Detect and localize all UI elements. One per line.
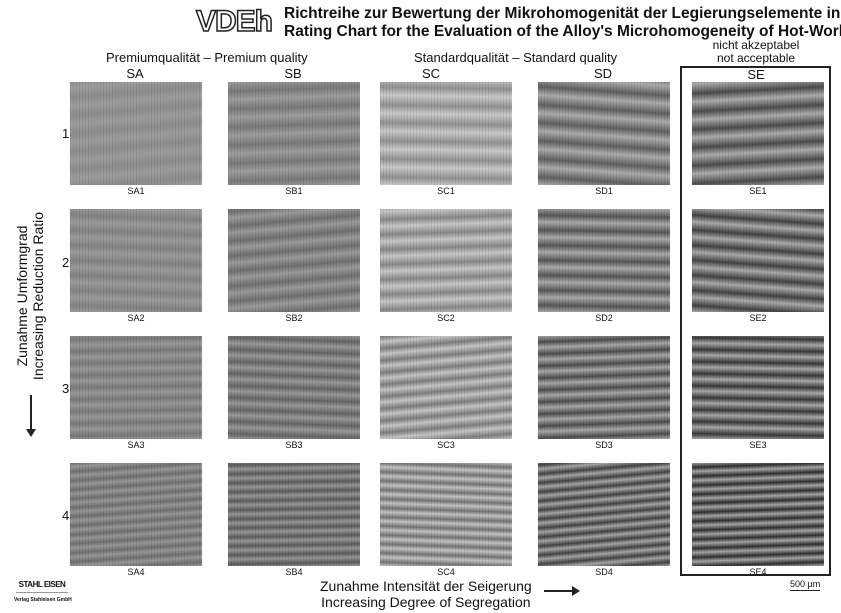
micrograph-sd1 (538, 82, 670, 185)
y-axis-label-de: Zunahme Umformgrad (14, 225, 30, 367)
micrograph-se1 (692, 82, 824, 185)
sample-label: SE4 (749, 567, 767, 577)
sample-label: SD4 (595, 567, 613, 577)
micrograph-se3 (692, 336, 824, 439)
column-label-sd: SD (593, 66, 613, 81)
micrograph-sb2 (228, 209, 360, 312)
micrograph-sd2 (538, 209, 670, 312)
sample-label: SB2 (285, 313, 303, 323)
column-label-sb: SB (284, 66, 302, 81)
micrograph-sb3 (228, 336, 360, 439)
publisher-logo: STAHL EISEN Verlag Stahleisen GmbH (14, 580, 72, 604)
publisher-name: Verlag Stahleisen GmbH (14, 597, 72, 603)
micrograph-sc2 (380, 209, 512, 312)
row-label-4: 4 (62, 508, 70, 523)
vdeh-logo: VDEh (195, 4, 274, 39)
sample-label: SD1 (595, 186, 613, 196)
stahleisen-logo: STAHL EISEN (18, 580, 66, 589)
group-standard: Standardqualität – Standard quality (414, 50, 618, 65)
sample-label: SC4 (437, 567, 455, 577)
sample-label: SC3 (437, 440, 455, 450)
down-arrow-icon (26, 395, 36, 437)
sample-label: SA2 (127, 313, 145, 323)
column-label-sc: SC (421, 66, 441, 81)
micrograph-sc4 (380, 463, 512, 566)
not-acceptable-en: not acceptable (716, 51, 796, 65)
x-axis-label-en: Increasing Degree of Segregation (321, 594, 531, 610)
micrograph-sa2 (70, 209, 202, 312)
micrograph-sa4 (70, 463, 202, 566)
x-axis-label-de: Zunahme Intensität der Seigerung (320, 578, 532, 594)
micrograph-sc1 (380, 82, 512, 185)
sample-label: SA3 (127, 440, 145, 450)
micrograph-sc3 (380, 336, 512, 439)
sample-label: SD3 (595, 440, 613, 450)
sample-label: SE2 (749, 313, 767, 323)
column-label-se: SE (747, 67, 765, 82)
y-axis-label-en: Increasing Reduction Ratio (30, 211, 46, 381)
micrograph-se4 (692, 463, 824, 566)
not-acceptable-de: nicht akzeptabel (712, 38, 800, 52)
micrograph-sb1 (228, 82, 360, 185)
sample-label: SA1 (127, 186, 145, 196)
group-not-acceptable: nicht akzeptabel not acceptable (700, 39, 812, 65)
micrograph-sb4 (228, 463, 360, 566)
column-label-sa: SA (126, 66, 144, 81)
x-axis-label: Zunahme Intensität der Seigerung Increas… (320, 578, 532, 610)
not-acceptable-frame (680, 66, 831, 576)
micrograph-sa3 (70, 336, 202, 439)
title-english: Rating Chart for the Evaluation of the A… (284, 23, 841, 40)
sample-label: SB1 (285, 186, 303, 196)
row-label-2: 2 (62, 255, 70, 270)
sample-label: SE1 (749, 186, 767, 196)
micrograph-sa1 (70, 82, 202, 185)
right-arrow-icon (544, 586, 580, 596)
sample-label: SE3 (749, 440, 767, 450)
sample-label: SC1 (437, 186, 455, 196)
micrograph-sd4 (538, 463, 670, 566)
group-premium: Premiumqualität – Premium quality (106, 50, 308, 65)
title-german: Richtreihe zur Bewertung der Mikrohomoge… (284, 5, 841, 22)
sample-label: SD2 (595, 313, 613, 323)
sample-label: SB4 (285, 567, 303, 577)
y-axis-label: Zunahme Umformgrad Increasing Reduction … (14, 196, 46, 396)
micrograph-se2 (692, 209, 824, 312)
row-label-3: 3 (62, 381, 70, 396)
row-label-1: 1 (62, 126, 70, 141)
sample-label: SA4 (127, 567, 145, 577)
sample-label: SB3 (285, 440, 303, 450)
scale-bar: 500 µm (790, 579, 821, 591)
sample-label: SC2 (437, 313, 455, 323)
micrograph-sd3 (538, 336, 670, 439)
